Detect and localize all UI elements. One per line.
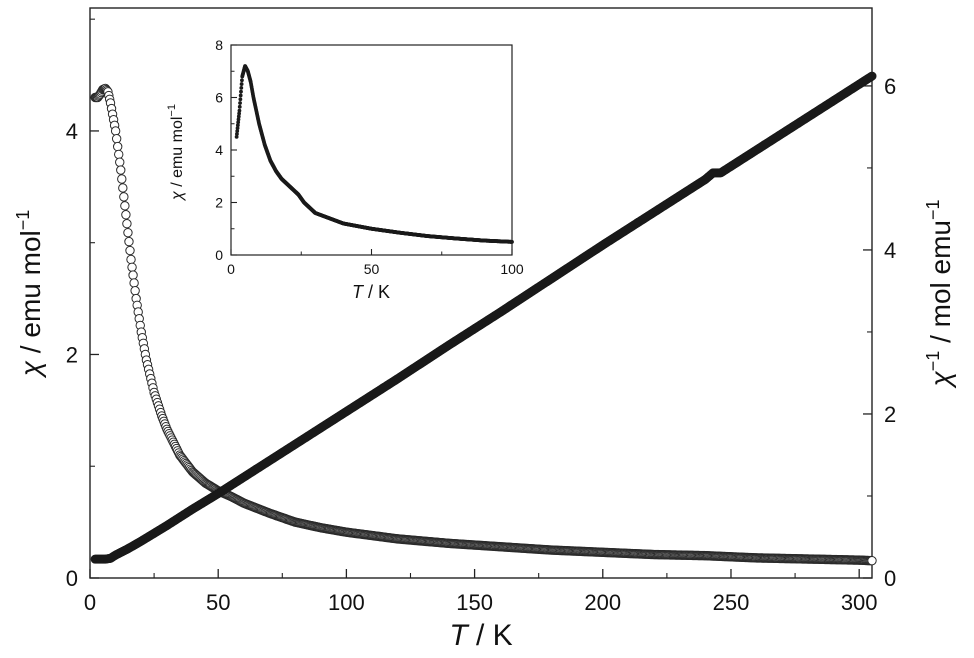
- susceptibility-point: [867, 555, 877, 566]
- inset-susceptibility-point: [235, 129, 240, 133]
- main-x-tick-label: 200: [584, 590, 621, 615]
- inset-y-tick-label: 0: [215, 247, 223, 263]
- inset-x-tick-label: 100: [500, 261, 524, 277]
- main-plot-frame: [89, 7, 873, 579]
- susceptibility-point: [112, 141, 123, 152]
- susceptibility-point: [125, 245, 135, 256]
- susceptibility-point: [115, 157, 125, 167]
- main-x-tick-label: 0: [84, 590, 96, 615]
- main-y-left-tick-label: 0: [66, 566, 78, 591]
- susceptibility-point: [110, 126, 121, 136]
- susceptibility-point: [128, 270, 138, 280]
- main-x-tick-label: 50: [206, 590, 230, 615]
- inset-y-axis-title: χ / emu mol−1: [166, 104, 186, 202]
- main-y-right-sup2: −1: [923, 199, 943, 220]
- susceptibility-point: [130, 286, 140, 296]
- inverse-susceptibility-point: [867, 71, 877, 81]
- main-y-left-tick-label: 2: [66, 342, 78, 367]
- inset-susceptibility-point: [238, 93, 243, 98]
- main-x-axis-title: T / K: [449, 619, 512, 652]
- inset-susceptibility-point: [234, 134, 239, 139]
- inset-susceptibility-point: [237, 104, 242, 109]
- susceptibility-point: [123, 227, 133, 238]
- inset-susceptibility-point: [239, 89, 243, 94]
- main-x-axis-unit: / K: [468, 619, 513, 652]
- main-y-left-axis-title: χ / emu mol−1: [13, 210, 46, 380]
- susceptibility-point: [121, 210, 131, 220]
- susceptibility-point: [111, 134, 122, 144]
- inset-x-tick-label: 50: [364, 261, 380, 277]
- inset-series-susceptibility: [234, 64, 514, 244]
- susceptibility-point: [124, 236, 134, 247]
- inset-susceptibility-point: [238, 101, 242, 105]
- inset-y-axis-sup: −1: [166, 104, 178, 117]
- inset-susceptibility-point: [240, 78, 244, 83]
- inset-susceptibility-point: [235, 123, 240, 128]
- main-y-left-sup: −1: [13, 210, 33, 231]
- inset-y-axis-symbol: χ: [169, 191, 186, 202]
- inset-y-tick-label: 2: [215, 195, 223, 211]
- inset-background: [231, 45, 512, 255]
- inset-series: [234, 64, 514, 244]
- susceptibility-point: [120, 201, 130, 211]
- inset-susceptibility-point: [236, 117, 241, 122]
- main-y-right-sup1: −1: [923, 351, 943, 372]
- main-y-right-tick-label: 6: [884, 74, 896, 99]
- inset-susceptibility-point: [235, 132, 239, 136]
- main-series: [90, 71, 877, 566]
- inset-y-axis-unit: / emu mol: [169, 117, 186, 192]
- susceptibility-point: [119, 192, 129, 202]
- main-y-right-tick-label: 2: [884, 402, 896, 427]
- inset-x-axis-symbol: T: [352, 282, 365, 302]
- series-inverse-susceptibility: [90, 71, 877, 564]
- susceptibility-point: [126, 254, 136, 265]
- susceptibility-point: [129, 278, 139, 288]
- inset-x-axis-unit: / K: [363, 282, 390, 302]
- susceptibility-point: [122, 219, 132, 229]
- main-x-tick-label: 150: [456, 590, 493, 615]
- main-y-right-unit: / mol emu: [925, 220, 956, 351]
- main-y-left-tick-label: 4: [66, 119, 78, 144]
- inset-susceptibility-point: [236, 120, 241, 125]
- inset-susceptibility-point: [236, 114, 241, 119]
- inset-susceptibility-point: [235, 126, 240, 131]
- inset-x-axis-title: T / K: [352, 282, 390, 302]
- series-susceptibility: [90, 83, 877, 566]
- susceptibility-point: [127, 262, 137, 272]
- inset-ticks: 0 50 100 0 2 4 6 8: [215, 37, 524, 277]
- main-y-right-axis-title: χ−1 / mol emu−1: [923, 199, 956, 389]
- main-y-left-symbol: χ: [15, 360, 46, 379]
- inset-susceptibility-point: [239, 85, 244, 90]
- inset-susceptibility-point: [239, 82, 244, 86]
- inset-y-tick-label: 6: [215, 90, 223, 106]
- susceptibility-point: [117, 174, 127, 184]
- main-y-left-unit: / emu mol: [15, 230, 46, 361]
- susceptibility-point: [118, 183, 128, 193]
- main-x-tick-label: 250: [713, 590, 750, 615]
- main-y-right-symbol: χ: [925, 371, 956, 390]
- main-x-tick-label: 100: [328, 590, 365, 615]
- susceptibility-point: [114, 149, 124, 160]
- inset-susceptibility-point: [510, 239, 514, 244]
- main-x-axis-symbol: T: [449, 619, 470, 652]
- inset-x-tick-label: 0: [227, 261, 235, 277]
- inset-susceptibility-point: [238, 97, 243, 102]
- main-x-tick-label: 300: [841, 590, 878, 615]
- inset-y-tick-label: 8: [215, 37, 223, 53]
- inset-susceptibility-point: [237, 108, 242, 113]
- susceptibility-point: [116, 165, 126, 175]
- inset-y-tick-label: 4: [215, 142, 223, 158]
- inset-susceptibility-point: [237, 111, 242, 116]
- main-y-right-tick-label: 0: [884, 566, 896, 591]
- main-y-right-tick-label: 4: [884, 238, 896, 263]
